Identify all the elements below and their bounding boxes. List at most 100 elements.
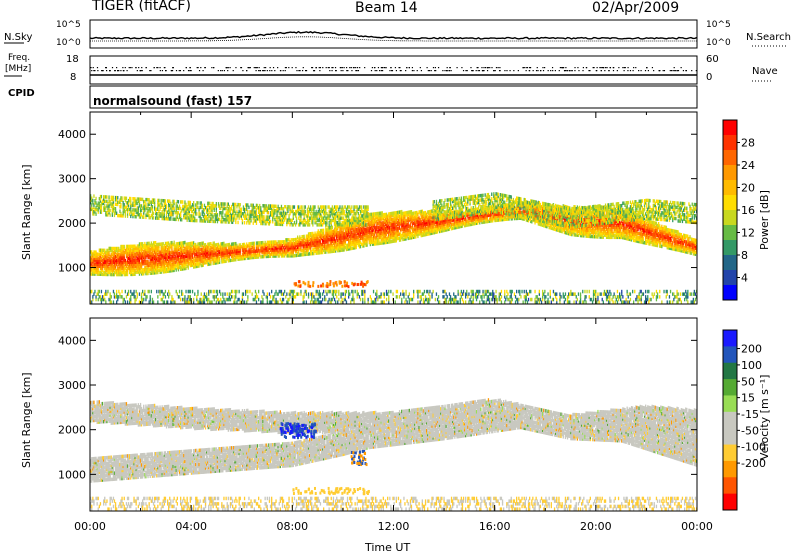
- power-cell: [271, 213, 273, 217]
- power-cell: [273, 242, 275, 246]
- power-cell: [130, 244, 132, 249]
- power-cell: [125, 272, 128, 277]
- nave-point: [227, 67, 229, 69]
- power-cell: [134, 268, 136, 272]
- nave-point: [547, 70, 549, 72]
- power-cell: [126, 210, 129, 214]
- power-cell: [272, 250, 274, 254]
- nave-point: [561, 67, 563, 69]
- power-cell: [260, 210, 262, 215]
- power-cell: [288, 220, 290, 225]
- power-cell: [368, 218, 370, 223]
- power-cell: [304, 238, 306, 243]
- power-cell: [292, 212, 294, 216]
- nave-point: [105, 70, 108, 72]
- nave-point: [477, 70, 479, 72]
- power-cell: [353, 205, 355, 209]
- power-cell: [278, 254, 280, 258]
- power-cell: [363, 205, 365, 209]
- power-cell: [185, 207, 187, 211]
- power-cell: [172, 264, 174, 269]
- power-cell: [172, 206, 174, 210]
- power-cell: [169, 247, 171, 251]
- power-cell: [279, 211, 281, 215]
- power-cell: [235, 292, 237, 296]
- power-cell: [228, 215, 230, 220]
- power-cell: [317, 237, 319, 241]
- power-cell: [155, 263, 157, 267]
- power-cell: [130, 256, 132, 261]
- power-cell: [324, 297, 326, 302]
- power-cell: [261, 219, 263, 223]
- power-cell: [280, 213, 283, 218]
- power-cell: [335, 220, 337, 225]
- power-cell: [267, 215, 270, 219]
- power-cell: [259, 253, 261, 257]
- power-cell: [319, 292, 322, 296]
- power-cell: [100, 206, 103, 210]
- power-cell: [104, 272, 106, 277]
- power-cell: [180, 267, 182, 271]
- power-cell: [252, 203, 254, 208]
- power-cell: [363, 212, 365, 216]
- power-cell: [194, 209, 196, 214]
- power-cell: [164, 253, 167, 258]
- nave-point: [673, 67, 675, 69]
- power-cell: [170, 269, 172, 273]
- power-cell: [93, 292, 95, 296]
- power-cell: [293, 242, 296, 246]
- power-cell: [158, 216, 160, 220]
- power-cell: [161, 242, 163, 246]
- power-cell: [92, 212, 94, 216]
- power-cell: [259, 249, 261, 253]
- power-cell: [306, 212, 309, 216]
- power-cell: [156, 207, 158, 211]
- power-cell: [105, 206, 107, 210]
- nave-point: [140, 70, 142, 72]
- power-cell: [121, 272, 123, 277]
- nsearch-tick-top: 10^5: [706, 20, 731, 31]
- nave-point: [272, 67, 275, 69]
- power-cell: [300, 212, 302, 216]
- power-cell: [351, 226, 353, 231]
- power-cell: [344, 205, 346, 209]
- power-cell: [130, 289, 132, 294]
- power-cell: [97, 260, 99, 264]
- power-cell: [278, 252, 280, 256]
- power-cell: [366, 231, 368, 235]
- power-cell: [343, 248, 345, 252]
- power-cell: [352, 234, 354, 238]
- power-cell: [346, 214, 349, 218]
- power-cell: [92, 272, 94, 276]
- nave-point: [529, 70, 531, 72]
- power-cell: [121, 256, 123, 261]
- power-cell: [154, 200, 156, 205]
- power-cell: [170, 263, 172, 267]
- power-cell: [151, 259, 154, 263]
- power-cell: [278, 289, 280, 294]
- power-cell: [117, 256, 119, 261]
- power-cell: [354, 242, 356, 246]
- power-cell: [222, 295, 224, 299]
- power-cell: [125, 244, 128, 249]
- power-cell: [156, 244, 158, 249]
- nave-point: [189, 67, 191, 69]
- power-cell: [326, 248, 328, 252]
- power-cell: [137, 246, 139, 250]
- power-cell: [337, 242, 339, 247]
- power-cell: [292, 223, 294, 227]
- power-cell: [285, 242, 287, 246]
- power-cell: [295, 216, 298, 220]
- power-cell: [208, 208, 210, 212]
- power-cell: [171, 240, 173, 245]
- power-cell: [349, 223, 351, 227]
- power-cell: [195, 203, 197, 207]
- power-cell: [284, 211, 286, 216]
- power-cell: [219, 211, 221, 215]
- power-cell: [284, 244, 286, 248]
- power-cell: [221, 254, 223, 258]
- power-cell: [312, 231, 314, 236]
- nave-point: [114, 70, 116, 72]
- power-cell: [201, 219, 203, 223]
- power-cell: [277, 222, 279, 226]
